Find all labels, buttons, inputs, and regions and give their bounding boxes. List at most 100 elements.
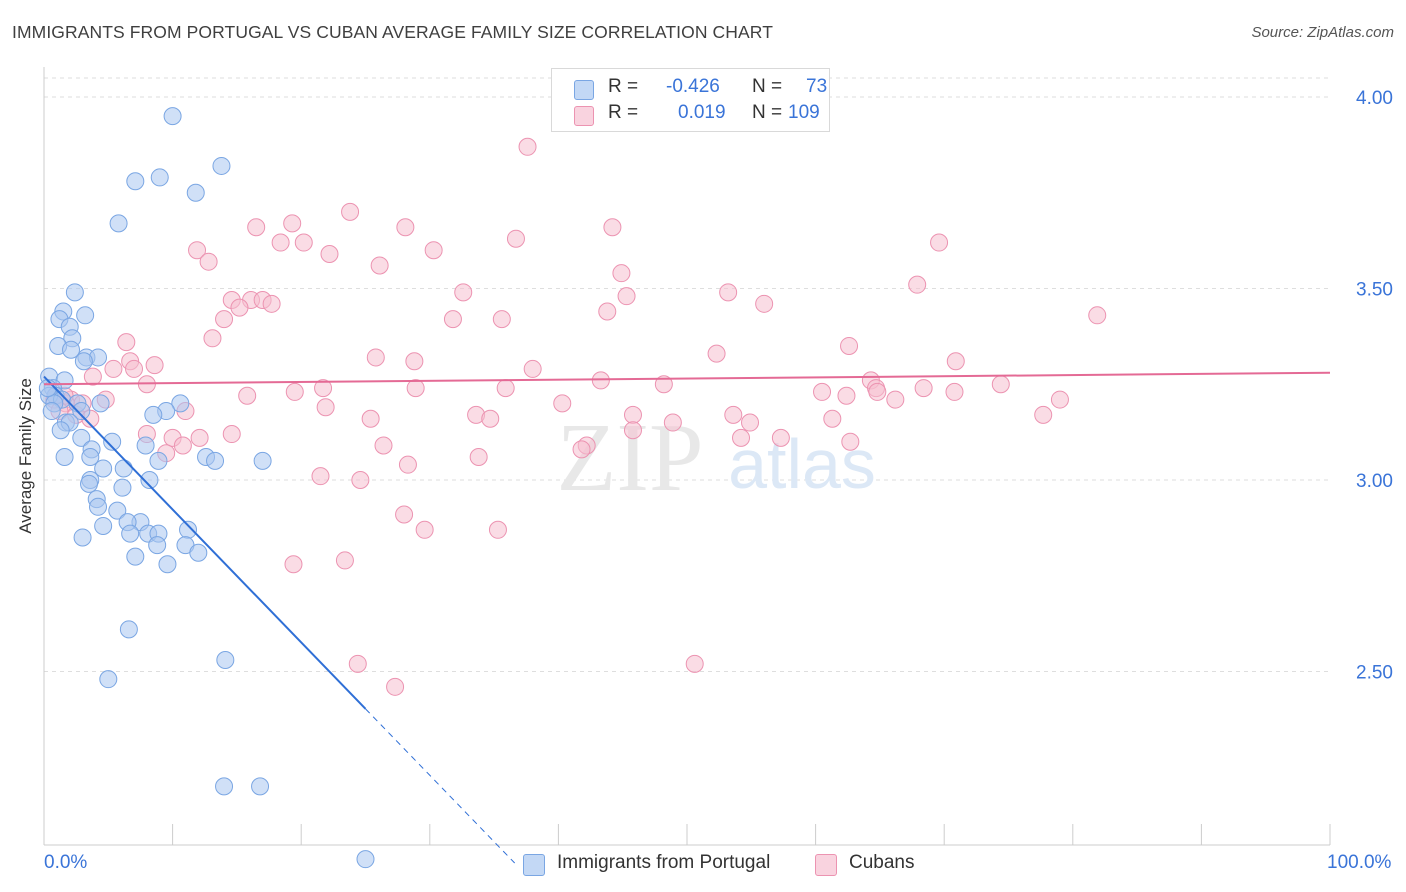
cubans-point [351, 471, 370, 489]
cubans-point [199, 252, 218, 271]
cubans-point [553, 394, 572, 413]
source-note: Source: ZipAtlas.com [1251, 24, 1394, 41]
portugal-point [356, 850, 375, 869]
cubans-point [518, 137, 537, 156]
cubans-point [914, 379, 933, 398]
y-tick-label: 4.00 [1356, 88, 1393, 109]
cubans-point [374, 436, 393, 455]
cubans-point [405, 352, 424, 371]
cubans-point [215, 310, 234, 329]
portugal-point [136, 436, 155, 455]
portugal-legend-label: Immigrants from Portugal [557, 852, 771, 873]
y-tick-label: 3.00 [1356, 471, 1393, 492]
cubans-point [523, 359, 542, 378]
portugal-point [251, 777, 270, 796]
cubans-point [125, 359, 144, 378]
portugal-point [80, 474, 99, 493]
portugal-point [108, 501, 127, 520]
cubans-point [361, 409, 380, 428]
cubans-trend-line [43, 371, 1331, 386]
x-tick-label-min: 0.0% [44, 852, 88, 873]
portugal-point [74, 352, 93, 371]
portugal-point [144, 405, 163, 424]
n-value: 73 [806, 76, 828, 97]
portugal-point [215, 777, 234, 796]
portugal-point [114, 459, 133, 478]
portugal-point [113, 478, 132, 497]
portugal-point [42, 402, 61, 421]
cubans-point [222, 425, 241, 444]
portugal-point [65, 283, 84, 302]
cubans-point [173, 436, 192, 455]
series-portugal-points [38, 107, 375, 869]
cubans-point [145, 356, 164, 375]
portugal-point [206, 451, 225, 470]
cubans-point [398, 455, 417, 474]
trend-lines [43, 371, 1331, 864]
cubans-point [481, 409, 500, 428]
portugal-point [150, 168, 169, 187]
cubans-point [755, 294, 774, 313]
portugal-swatch [574, 80, 594, 100]
portugal-point [216, 651, 235, 670]
cubans-point [285, 382, 304, 401]
cubans-point [572, 440, 591, 459]
portugal-trend-extension [365, 708, 516, 864]
cubans-point [946, 352, 965, 371]
chart-title: IMMIGRANTS FROM PORTUGAL VS CUBAN AVERAG… [12, 22, 774, 42]
y-tick-labels: 2.50 3.00 3.50 4.00 [1356, 88, 1393, 684]
cubans-point [771, 428, 790, 447]
cubans-point [623, 405, 642, 424]
portugal-point [119, 620, 138, 639]
cubans-point [623, 421, 642, 440]
portugal-point [51, 421, 70, 440]
portugal-point [189, 543, 208, 562]
portugal-point [91, 394, 110, 413]
cubans-point [443, 310, 462, 329]
cubans-point [930, 233, 949, 252]
y-tick-label: 3.50 [1356, 280, 1393, 301]
r-value: 0.019 [678, 102, 726, 123]
cubans-point [663, 413, 682, 432]
cubans-point [841, 432, 860, 451]
cubans-legend-label: Cubans [849, 852, 915, 873]
cubans-point [654, 375, 673, 394]
cubans-point [188, 241, 207, 260]
portugal-point [212, 156, 231, 175]
cubans-point [320, 245, 339, 264]
cubans-point [316, 398, 335, 417]
portugal-point [99, 670, 118, 689]
cubans-point [424, 241, 443, 260]
cubans-point [454, 283, 473, 302]
cubans-point [469, 448, 488, 467]
cubans-point [271, 233, 290, 252]
portugal-point [140, 471, 159, 489]
cubans-point [496, 379, 515, 398]
portugal-point [81, 448, 100, 467]
y-axis-label-wrap: Average Family Size [16, 378, 40, 534]
portugal-point [72, 402, 91, 421]
cubans-point [83, 367, 102, 386]
cubans-point [840, 336, 859, 355]
x-tick-label-max: 100.0% [1327, 852, 1392, 873]
portugal-point [73, 528, 92, 547]
cubans-point [366, 348, 385, 367]
portugal-point [186, 183, 205, 202]
cubans-point [348, 654, 367, 673]
portugal-trend-line [43, 375, 367, 710]
cubans-point [488, 520, 507, 539]
cubans-swatch [574, 106, 594, 126]
cubans-point [991, 375, 1010, 394]
portugal-point [103, 432, 122, 451]
cubans-point [395, 505, 414, 524]
cubans-point [415, 520, 434, 539]
portugal-point [89, 497, 108, 516]
cubans-point [603, 218, 622, 237]
n-label: N = [752, 76, 783, 97]
cubans-point [724, 405, 743, 424]
cubans-point [284, 555, 303, 574]
cubans-point [617, 287, 636, 306]
portugal-point [94, 459, 113, 478]
cubans-point [685, 654, 704, 673]
